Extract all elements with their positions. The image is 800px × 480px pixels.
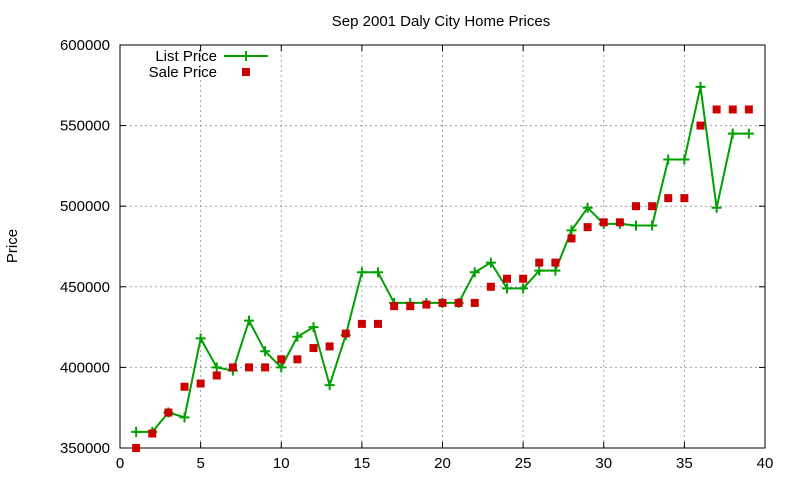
list-price-point [566, 225, 577, 236]
list-price-point [663, 154, 674, 165]
sale-price-point [744, 105, 753, 114]
sale-price-point [309, 344, 318, 353]
list-price-point [179, 412, 190, 423]
sale-price-point [390, 302, 399, 311]
sale-price-point [180, 382, 189, 391]
series-group [131, 81, 754, 452]
sale-price-point [261, 363, 270, 372]
list-price-point [373, 267, 383, 278]
sale-price-point [567, 234, 576, 243]
sale-price-point [277, 355, 286, 364]
list-price-point [324, 380, 335, 391]
sale-price-point [374, 319, 382, 328]
y-tick-label: 450000 [60, 279, 110, 296]
axes [119, 44, 766, 449]
legend: List Price Sale Price [149, 48, 268, 81]
sale-price-point [632, 202, 640, 211]
sale-price-point [486, 282, 495, 291]
legend-marker-list-price [241, 51, 251, 61]
legend-label-list-price: List Price [155, 48, 217, 65]
list-price-point [695, 81, 706, 92]
sale-price-point [599, 218, 608, 227]
sale-price-point [519, 274, 528, 283]
tick-labels: 0 5 10 15 20 25 30 35 40 350000 400000 450000 500000… [60, 37, 773, 472]
y-tick-label: 350000 [60, 440, 110, 457]
sale-price-point [132, 444, 141, 452]
list-price-point [356, 267, 367, 278]
sale-price-point [325, 342, 334, 351]
legend-marker-sale-price [242, 68, 250, 76]
list-price-point [308, 322, 319, 333]
sale-price-point [583, 223, 592, 232]
list-price-point [631, 220, 641, 231]
sale-price-point [196, 379, 205, 388]
sale-price-point [164, 408, 173, 417]
list-price-point [195, 333, 206, 344]
list-price-point [292, 331, 303, 342]
list-price-point [502, 283, 512, 294]
list-price-point [518, 283, 529, 294]
sale-price-point [422, 300, 431, 309]
sale-price-point [357, 319, 366, 328]
y-tick-label: 600000 [60, 37, 110, 54]
sale-price-point [341, 329, 350, 338]
sale-price-point [680, 194, 689, 203]
sale-price-point [503, 274, 511, 283]
x-tick-label: 40 [757, 455, 774, 472]
sale-price-point [438, 298, 447, 307]
x-tick-label: 0 [116, 455, 124, 472]
sale-price-point [245, 363, 253, 372]
list-price-point [534, 265, 545, 276]
sale-price-point [228, 363, 237, 372]
sale-price-point [696, 121, 705, 130]
list-price-point [582, 202, 593, 213]
sale-price-point [664, 194, 673, 203]
x-tick-label: 5 [196, 455, 204, 472]
list-price-point [469, 267, 480, 278]
y-tick-label: 550000 [60, 118, 110, 135]
sale-price-point [728, 105, 737, 114]
y-tick-label: 500000 [60, 198, 110, 215]
list-price-point [244, 315, 254, 326]
list-price-point [276, 362, 287, 373]
list-price-point [711, 202, 722, 213]
sale-price-point [148, 429, 157, 438]
sale-price-point [648, 202, 657, 211]
gridlines [120, 45, 765, 448]
sale-price-point [212, 371, 221, 380]
x-tick-label: 20 [434, 455, 451, 472]
x-tick-label: 10 [273, 455, 290, 472]
y-tick-label: 400000 [60, 359, 110, 376]
x-tick-label: 15 [354, 455, 371, 472]
list-price-point [260, 346, 271, 357]
chart-title: Sep 2001 Daly City Home Prices [332, 13, 550, 30]
x-tick-label: 25 [515, 455, 532, 472]
sale-price-point [551, 258, 560, 267]
legend-label-sale-price: Sale Price [149, 64, 217, 81]
list-price-point [727, 128, 738, 139]
list-price-point [211, 362, 222, 373]
x-tick-label: 30 [595, 455, 612, 472]
sale-price-point [406, 302, 415, 311]
sale-price-point [712, 105, 721, 114]
sale-price-point [293, 355, 302, 364]
list-price-point [647, 220, 658, 231]
sale-price-point [470, 298, 479, 307]
sale-price-point [615, 218, 624, 227]
x-tick-label: 35 [676, 455, 693, 472]
sale-price-point [454, 298, 463, 307]
y-axis-label: Price [4, 229, 21, 263]
list-price-point [485, 257, 496, 268]
sale-price-point [535, 258, 544, 267]
list-price-point [131, 426, 142, 437]
list-price-point [743, 128, 754, 139]
list-price-point [679, 154, 690, 165]
list-price-point [550, 265, 561, 276]
